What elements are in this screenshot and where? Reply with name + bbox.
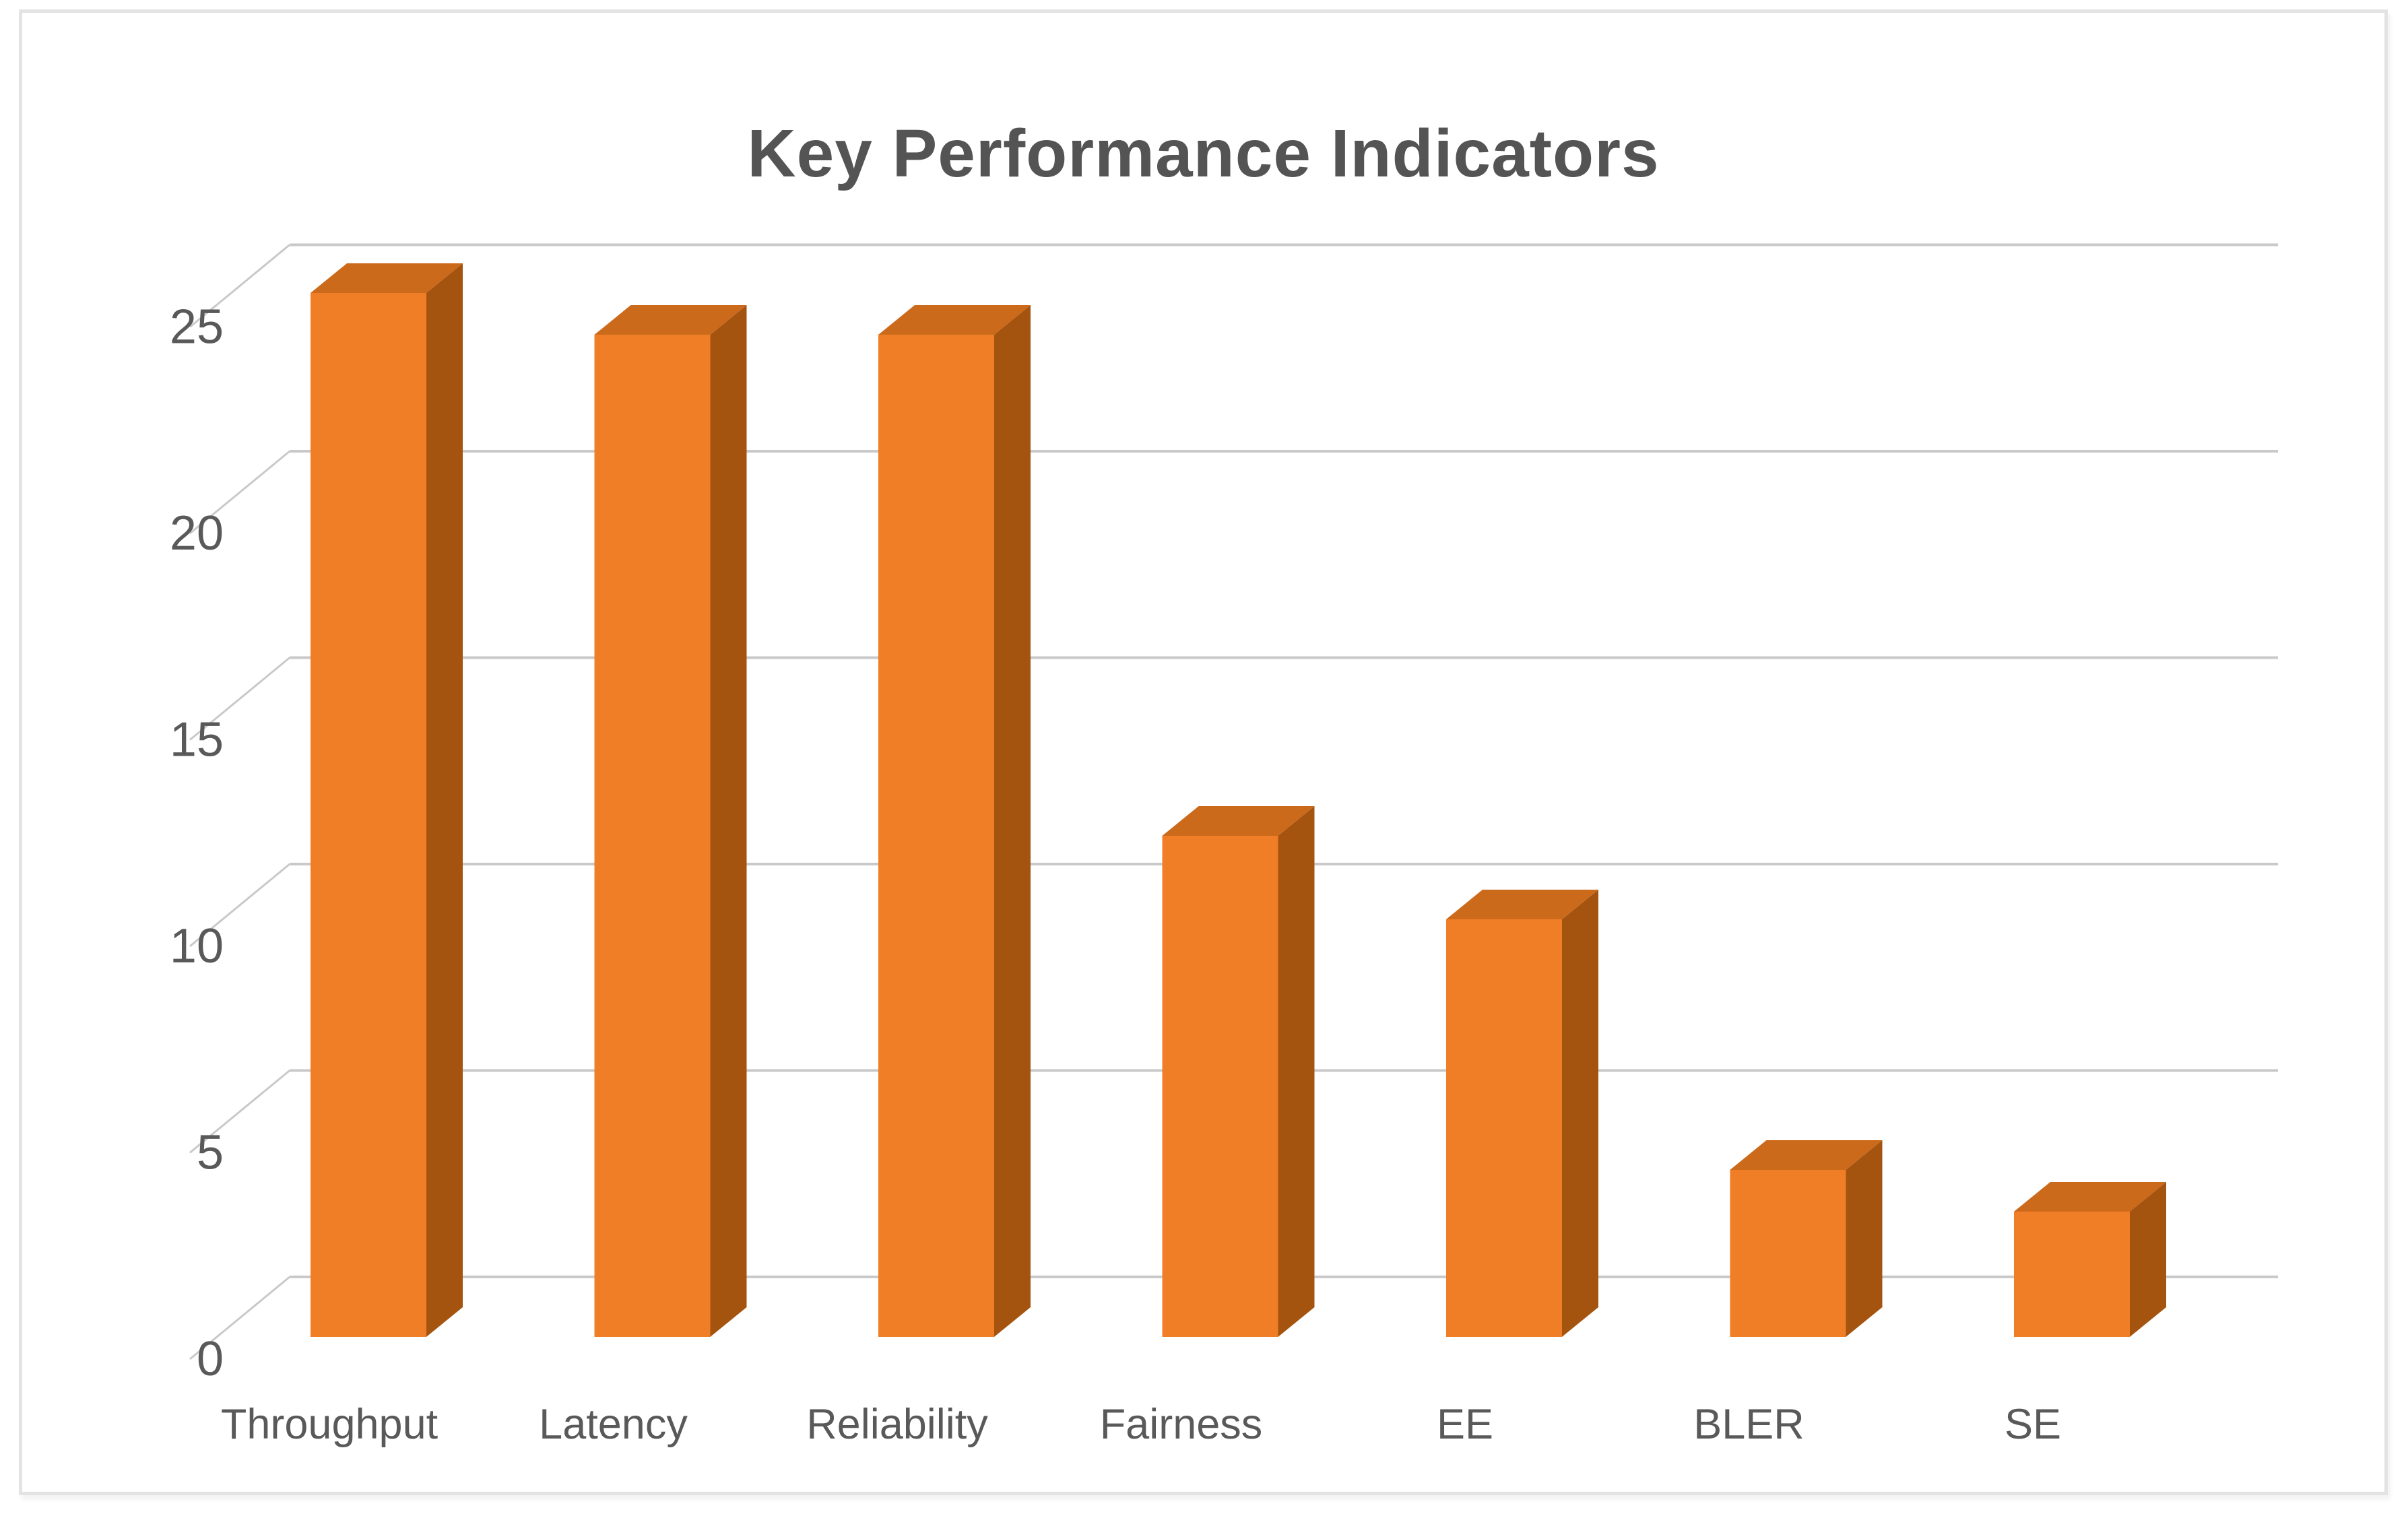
bar-side-face (426, 263, 463, 1337)
gridline-depth-segment-10 (189, 863, 290, 948)
y-tick-label-15: 15 (170, 713, 224, 767)
bar-side-face (1278, 806, 1315, 1337)
y-tick-label-5: 5 (197, 1126, 224, 1180)
x-category-label-throughput: Throughput (221, 1401, 438, 1448)
bar-front-face (878, 335, 994, 1337)
bar-se (2014, 1182, 2166, 1337)
bar-top-face (1446, 890, 1598, 919)
bar-front-face (2014, 1212, 2130, 1337)
y-tick-label-10: 10 (170, 919, 224, 973)
bar-front-face (1162, 836, 1278, 1337)
bar-front-face (1730, 1170, 1846, 1337)
bar-side-face (1846, 1140, 1883, 1337)
bar-throughput (311, 263, 463, 1337)
gridline-depth-segment-15 (189, 657, 290, 741)
x-category-label-latency: Latency (539, 1401, 688, 1448)
bar-front-face (311, 293, 426, 1337)
bar-side-face (1562, 890, 1598, 1337)
bar-top-face (1162, 806, 1315, 836)
x-category-label-fairness: Fairness (1100, 1401, 1263, 1448)
gridline-depth-segment-0 (189, 1276, 290, 1360)
bar-bler (1730, 1140, 1883, 1337)
bar-ee (1446, 890, 1598, 1337)
bar-top-face (594, 305, 747, 335)
bar-front-face (594, 335, 711, 1337)
bar-side-face (994, 305, 1031, 1337)
x-category-label-bler: BLER (1693, 1401, 1804, 1448)
gridline-depth-segment-5 (189, 1069, 290, 1154)
bar-reliability (878, 305, 1031, 1337)
y-tick-label-20: 20 (170, 506, 224, 560)
x-category-label-se: SE (2005, 1401, 2061, 1448)
gridline-depth-segment-20 (189, 450, 290, 535)
bar-top-face (2014, 1182, 2166, 1212)
bar-side-face (2130, 1182, 2166, 1337)
bar-front-face (1446, 919, 1562, 1337)
gridline-depth-segment-25 (189, 244, 290, 328)
chart-title: Key Performance Indicators (747, 116, 1660, 191)
y-tick-label-25: 25 (170, 300, 224, 354)
bar-top-face (878, 305, 1031, 335)
x-category-label-ee: EE (1437, 1401, 1493, 1448)
bar-latency (594, 305, 747, 1337)
bar-side-face (710, 305, 747, 1337)
bar-top-face (1730, 1140, 1883, 1170)
bar-fairness (1162, 806, 1315, 1337)
x-category-label-reliability: Reliability (806, 1401, 988, 1448)
bar-top-face (311, 263, 463, 293)
y-tick-label-0: 0 (197, 1332, 224, 1386)
